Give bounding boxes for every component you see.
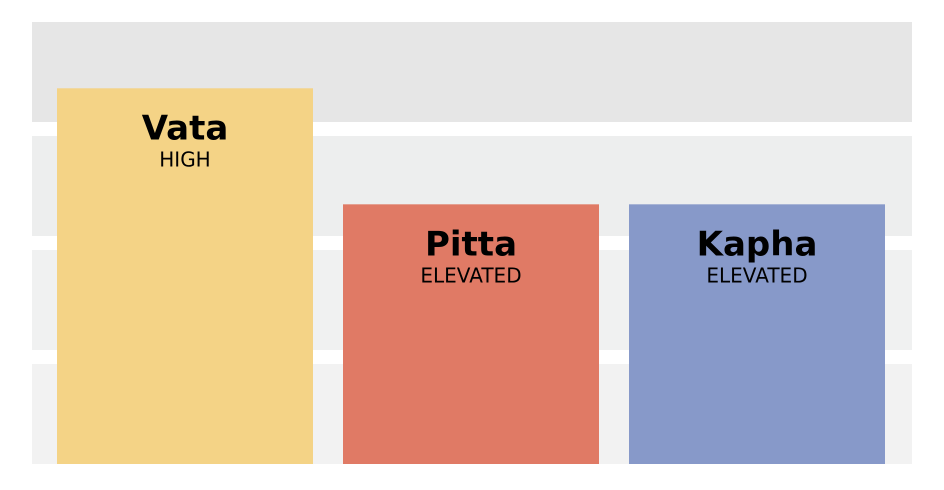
bar-label-pitta: Pitta [425, 224, 517, 264]
bar-vata [57, 88, 313, 465]
bar-status-kapha: ELEVATED [706, 263, 807, 287]
bar-label-kapha: Kapha [697, 224, 818, 264]
bar-status-pitta: ELEVATED [420, 263, 521, 287]
bar-pitta [343, 204, 599, 464]
bar-label-vata: Vata [142, 108, 229, 148]
bar-kapha [629, 204, 885, 464]
bars [57, 88, 885, 465]
bar-status-vata: HIGH [159, 147, 210, 171]
